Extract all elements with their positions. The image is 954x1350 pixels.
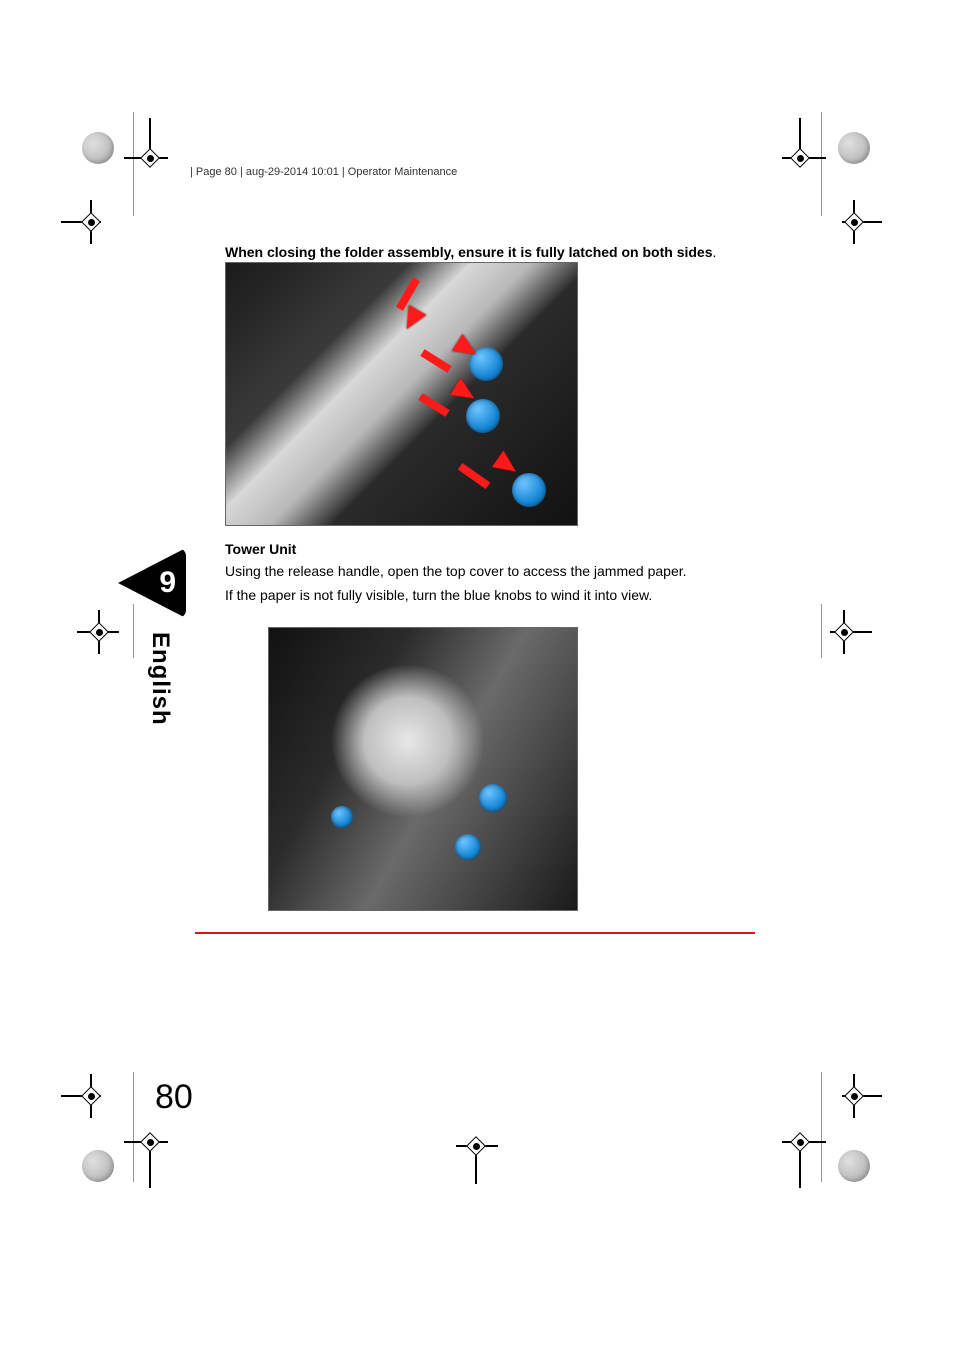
tower-heading: Tower Unit (225, 540, 296, 560)
language-label: English (146, 632, 174, 726)
tower-line-2: If the paper is not fully visible, turn … (225, 586, 652, 606)
page-header: | Page 80 | aug-29-2014 10:01 | Operator… (190, 166, 457, 178)
figure-folder-assembly (225, 262, 578, 526)
regmark-bottom-left-outer (82, 1150, 114, 1182)
regmark-top-left-outer (82, 132, 114, 164)
trim-rule-left-bottom (133, 1072, 134, 1182)
regmark-top-right-outer (838, 132, 870, 164)
regmark-bottom-right-outer (838, 1150, 870, 1182)
blue-knob-icon (479, 784, 507, 812)
chapter-tab: 9 (118, 548, 186, 618)
lead-sentence: When closing the folder assembly, ensure… (225, 243, 716, 263)
tower-line-1: Using the release handle, open the top c… (225, 562, 687, 582)
blue-knob-icon (466, 399, 500, 433)
trim-rule-right-mid (821, 604, 822, 658)
lead-sentence-bold: When closing the folder assembly, ensure… (225, 244, 713, 260)
page-number: 80 (155, 1078, 193, 1117)
chapter-number: 9 (159, 566, 176, 600)
blue-knob-icon (331, 806, 353, 828)
trim-rule-right-top (821, 112, 822, 216)
figure-tower-unit (268, 627, 578, 911)
blue-knob-icon (512, 473, 546, 507)
trim-rule-left (133, 112, 134, 216)
section-separator (195, 932, 755, 934)
blue-knob-icon (455, 834, 481, 860)
lead-period: . (713, 244, 717, 260)
trim-rule-right-bottom (821, 1072, 822, 1182)
